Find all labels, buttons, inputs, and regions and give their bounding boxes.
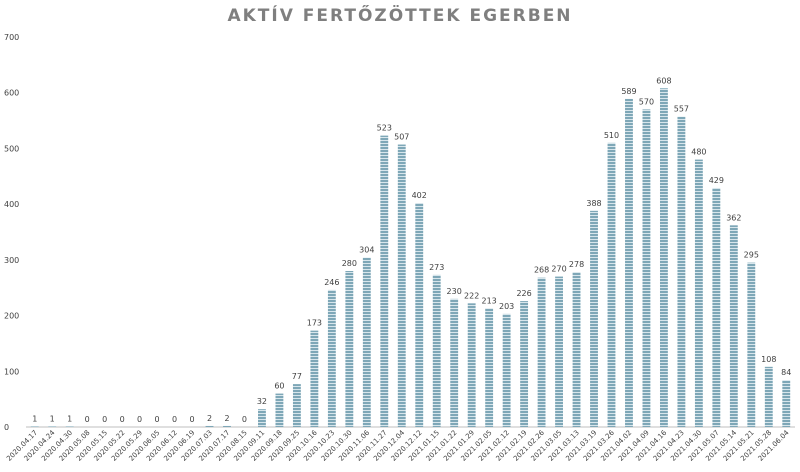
data-label: 213	[482, 296, 497, 305]
bar	[345, 271, 354, 427]
data-label: 32	[257, 397, 267, 406]
data-label: 268	[534, 266, 549, 275]
bar	[223, 425, 231, 427]
data-label: 84	[781, 368, 791, 377]
data-label: 304	[359, 246, 374, 255]
data-label: 0	[189, 415, 194, 424]
data-label: 0	[120, 415, 125, 424]
bar	[362, 257, 371, 427]
y-tick-label: 500	[4, 144, 19, 153]
data-label: 510	[604, 131, 619, 140]
bar	[677, 116, 686, 428]
data-label: 2	[207, 414, 212, 423]
bar	[782, 380, 791, 427]
bar	[380, 135, 389, 427]
data-label: 222	[464, 291, 479, 300]
data-label: 570	[639, 97, 654, 106]
bar	[275, 393, 284, 427]
bar	[520, 301, 529, 427]
data-label: 203	[499, 302, 514, 311]
data-label: 1	[50, 414, 55, 423]
data-label: 0	[242, 415, 247, 424]
bar	[467, 303, 476, 427]
bar	[65, 426, 74, 427]
bar	[485, 308, 494, 427]
y-tick-label: 600	[4, 89, 19, 98]
data-label: 480	[691, 148, 706, 157]
bar	[415, 203, 424, 427]
bar	[327, 289, 336, 427]
data-label: 0	[85, 415, 90, 424]
bar	[659, 88, 668, 427]
chart-title: AKTÍV FERTŐZÖTTEK EGERBEN	[227, 6, 573, 26]
data-label: 280	[342, 259, 357, 268]
bar	[205, 425, 214, 427]
data-label: 402	[412, 191, 427, 200]
bar	[555, 276, 563, 427]
y-tick-label: 0	[4, 423, 9, 432]
bar	[502, 313, 511, 427]
data-label: 0	[102, 415, 107, 424]
bar	[450, 298, 459, 427]
y-tick-label: 200	[4, 312, 19, 321]
bar	[292, 384, 301, 427]
data-label: 60	[274, 382, 284, 391]
data-label: 608	[656, 76, 671, 85]
data-label: 1	[67, 414, 72, 423]
y-tick-label: 100	[4, 367, 19, 376]
bar	[642, 109, 651, 427]
bar	[30, 426, 39, 427]
y-tick-label: 400	[4, 200, 19, 209]
data-label: 246	[324, 278, 339, 287]
data-label: 0	[155, 415, 160, 424]
data-label: 270	[551, 265, 566, 274]
bar	[607, 142, 616, 427]
data-label: 362	[726, 213, 741, 222]
data-label: 1	[32, 414, 37, 423]
y-tick-label: 300	[4, 256, 19, 265]
data-label: 230	[447, 287, 462, 296]
data-label: 173	[307, 319, 322, 328]
bar	[48, 426, 57, 427]
bar	[694, 159, 703, 428]
y-tick-label: 700	[4, 33, 19, 42]
bar	[537, 277, 546, 427]
bar	[625, 98, 633, 427]
data-label: 507	[394, 133, 409, 142]
data-label: 295	[744, 251, 759, 260]
bar	[258, 409, 266, 427]
data-label: 226	[516, 289, 531, 298]
bar	[590, 210, 598, 427]
bar	[572, 272, 581, 427]
bar	[310, 330, 319, 427]
bar	[397, 144, 406, 427]
data-label: 278	[569, 260, 584, 269]
data-label: 388	[586, 199, 601, 208]
data-label: 589	[621, 87, 636, 96]
bar	[712, 187, 721, 427]
data-label: 77	[292, 372, 302, 381]
bar	[432, 274, 441, 427]
bar	[747, 262, 756, 427]
data-label: 0	[172, 415, 177, 424]
data-label: 2	[224, 414, 229, 423]
bar	[764, 366, 773, 427]
bar	[729, 225, 738, 427]
data-label: 523	[377, 124, 392, 133]
data-label: 273	[429, 263, 444, 272]
data-label: 108	[761, 355, 776, 364]
data-label: 429	[709, 176, 724, 185]
data-label: 557	[674, 105, 689, 114]
data-label: 0	[137, 415, 142, 424]
